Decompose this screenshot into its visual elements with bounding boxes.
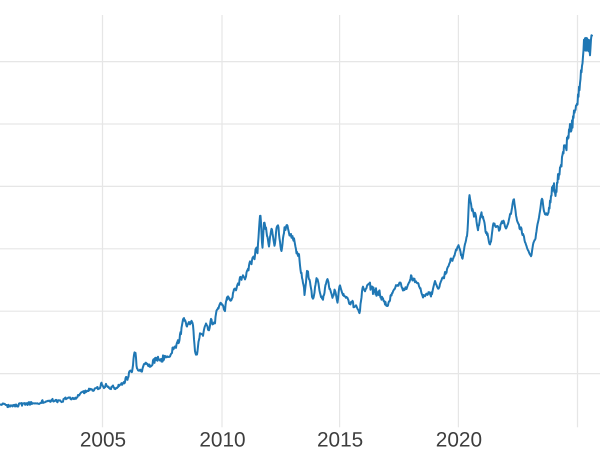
svg-text:2010: 2010 xyxy=(199,428,245,450)
svg-text:2005: 2005 xyxy=(80,428,126,450)
svg-text:2020: 2020 xyxy=(436,428,482,450)
svg-text:2015: 2015 xyxy=(317,428,363,450)
